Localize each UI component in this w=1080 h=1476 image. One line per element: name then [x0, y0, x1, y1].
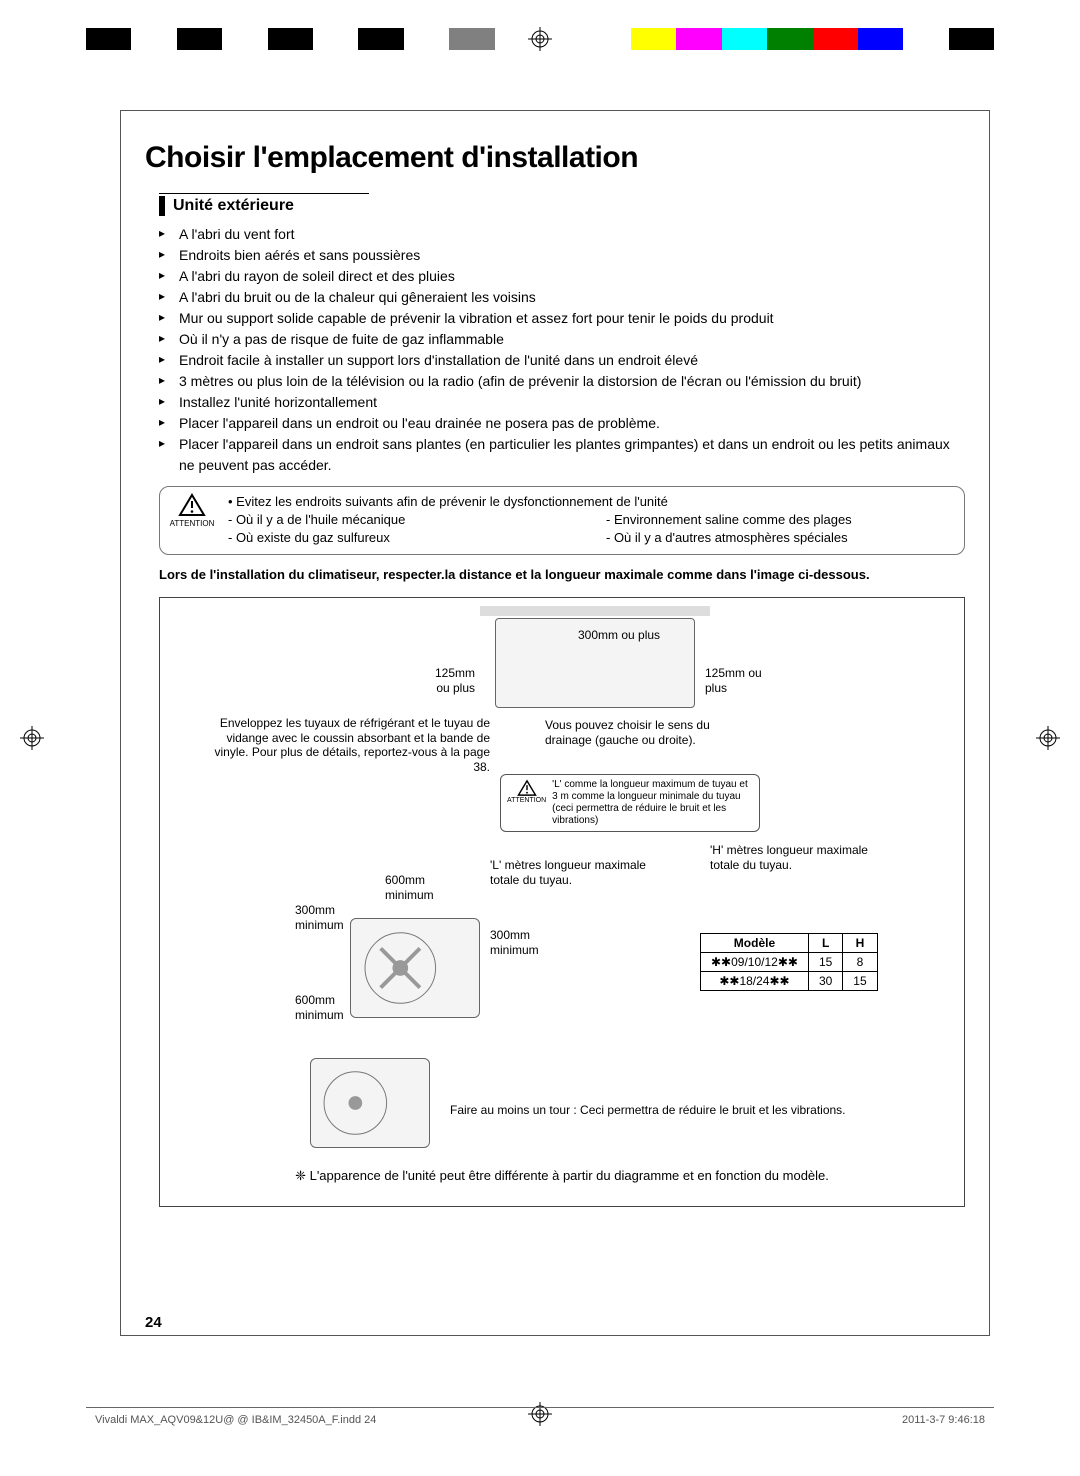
color-swatch: [676, 28, 721, 50]
drain-note: Vous pouvez choisir le sens du drainage …: [545, 718, 745, 747]
color-swatch: [722, 28, 767, 50]
warning-icon: [178, 493, 206, 517]
attention-text: • Evitez les endroits suivants afin de p…: [228, 493, 954, 548]
warning-icon: [517, 779, 537, 797]
color-swatch: [358, 28, 403, 50]
dim-label: 125mm ou plus: [705, 666, 762, 695]
bullet-item: A l'abri du vent fort: [159, 224, 965, 245]
color-swatch: [177, 28, 222, 50]
bullet-item: Mur ou support solide capable de préveni…: [159, 308, 965, 329]
color-swatch: [222, 28, 267, 50]
registration-mark-top: [528, 27, 552, 51]
footer-right: 2011-3-7 9:46:18: [902, 1414, 985, 1426]
h-max-label: 'H' mètres longueur maximale totale du t…: [710, 843, 900, 872]
wall-shape: [480, 606, 710, 616]
bullet-item: Endroits bien aérés et sans poussières: [159, 245, 965, 266]
th-h: H: [843, 934, 877, 953]
bullet-item: A l'abri du rayon de soleil direct et de…: [159, 266, 965, 287]
td: ✱✱18/24✱✱: [701, 972, 809, 991]
footer-rule: [86, 1407, 994, 1408]
bullet-item: Endroit facile à installer un support lo…: [159, 350, 965, 371]
tiny-attention-label: ATTENTION: [507, 797, 546, 804]
installation-diagram: 300mm ou plus 125mm ou plus 125mm ou plu…: [159, 597, 965, 1207]
color-swatch: [313, 28, 358, 50]
tiny-attention-text: 'L' comme la longueur maximum de tuyau e…: [552, 779, 753, 827]
color-swatch: [813, 28, 858, 50]
turn-note: Faire au moins un tour : Ceci permettra …: [450, 1103, 910, 1117]
td: 15: [808, 953, 842, 972]
dim-label: 125mm ou plus: [435, 666, 475, 695]
color-swatch: [449, 28, 494, 50]
td: 30: [808, 972, 842, 991]
registration-mark-right: [1036, 726, 1060, 750]
fan-icon: [351, 919, 479, 1017]
instruction-bold: Lors de l'installation du climatiseur, r…: [159, 567, 965, 584]
attention-top: • Evitez les endroits suivants afin de p…: [228, 493, 954, 511]
bullet-list: A l'abri du vent fort Endroits bien aéré…: [159, 224, 965, 476]
th-l: L: [808, 934, 842, 953]
dim-label: 300mm minimum: [295, 903, 344, 932]
th-model: Modèle: [701, 934, 809, 953]
attention-line: - Où il y a d'autres atmosphères spécial…: [606, 529, 954, 547]
page-number: 24: [145, 1314, 162, 1331]
attention-callout: ATTENTION • Evitez les endroits suivants…: [159, 486, 965, 555]
bullet-item: Placer l'appareil dans un endroit sans p…: [159, 434, 965, 476]
attention-line: - Où existe du gaz sulfureux: [228, 529, 576, 547]
color-swatch: [404, 28, 449, 50]
color-swatch: [268, 28, 313, 50]
dim-label: 600mm minimum: [385, 873, 434, 902]
attention-line: - Environnement saline comme des plages: [606, 511, 954, 529]
color-swatch: [949, 28, 994, 50]
l-max-label: 'L' mètres longueur maximale totale du t…: [490, 858, 660, 887]
bullet-item: Où il n'y a pas de risque de fuite de ga…: [159, 329, 965, 350]
td: 15: [843, 972, 877, 991]
bullet-item: Installez l'unité horizontallement: [159, 392, 965, 413]
color-swatch: [86, 28, 131, 50]
outdoor-unit-shape-2: [310, 1058, 430, 1148]
bullet-item: Placer l'appareil dans un endroit ou l'e…: [159, 413, 965, 434]
bullet-item: 3 mètres ou plus loin de la télévision o…: [159, 371, 965, 392]
bullet-item: A l'abri du bruit ou de la chaleur qui g…: [159, 287, 965, 308]
tiny-attention-callout: ATTENTION 'L' comme la longueur maximum …: [500, 774, 760, 832]
registration-mark-left: [20, 726, 44, 750]
color-swatch: [767, 28, 812, 50]
color-swatch: [131, 28, 176, 50]
page-content: Choisir l'emplacement d'installation Uni…: [120, 110, 990, 1336]
outdoor-unit-shape: [350, 918, 480, 1018]
model-table: ModèleLH ✱✱09/10/12✱✱158 ✱✱18/24✱✱3015: [700, 933, 878, 991]
fan-icon: [311, 1059, 429, 1147]
footer-left: Vivaldi MAX_AQV09&12U@ @ IB&IM_32450A_F.…: [95, 1414, 376, 1426]
diagram-footnote: ❈ L'apparence de l'unité peut être diffé…: [160, 1168, 964, 1184]
color-swatch: [585, 28, 630, 50]
section-header: Unité extérieure: [159, 193, 369, 216]
wrap-note: Enveloppez les tuyaux de réfrigérant et …: [210, 716, 490, 774]
dim-label: 300mm ou plus: [578, 628, 660, 642]
td: ✱✱09/10/12✱✱: [701, 953, 809, 972]
attention-line: - Où il y a de l'huile mécanique: [228, 511, 576, 529]
section-title: Unité extérieure: [173, 197, 294, 215]
attention-icon-block: ATTENTION: [166, 493, 218, 548]
page-title: Choisir l'emplacement d'installation: [145, 141, 965, 175]
color-swatch: [903, 28, 948, 50]
color-swatch: [631, 28, 676, 50]
td: 8: [843, 953, 877, 972]
section-bar: [159, 196, 165, 216]
dim-label: 600mm minimum: [295, 993, 344, 1022]
color-swatch: [858, 28, 903, 50]
tiny-attention-icon: ATTENTION: [507, 779, 546, 827]
registration-mark-bottom: [528, 1402, 552, 1426]
dim-label: 300mm minimum: [490, 928, 539, 957]
attention-label: ATTENTION: [170, 519, 215, 528]
